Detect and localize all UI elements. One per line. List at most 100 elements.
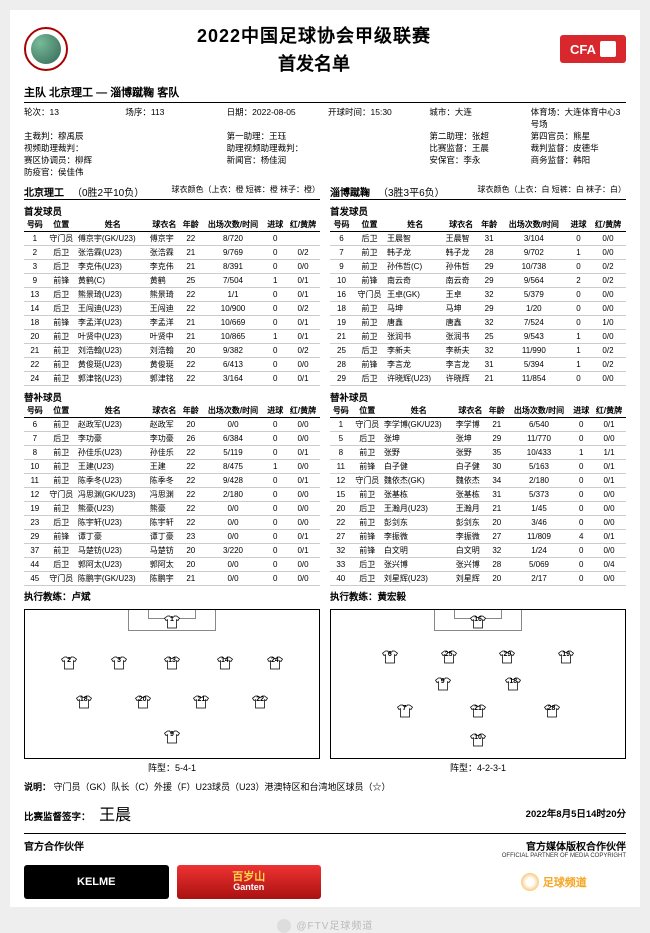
home-formation: 阵型：5-4-1: [24, 761, 320, 774]
player-shirt: 21: [192, 694, 210, 710]
away-subs: 替补球员 号码位置姓名球衣名年龄出场次数/时间进球红/黄牌1守门员李学博(GK/…: [330, 386, 626, 586]
col-header: 进球: [567, 218, 590, 232]
col-header: 位置: [46, 218, 77, 232]
away-label: 客队: [157, 87, 179, 99]
col-header: 进球: [264, 218, 286, 232]
player-row: 21前卫刘浩翰(U23)刘浩翰209/38200/2: [24, 344, 320, 358]
player-row: 15前卫张基栋张基栋315/37300/0: [330, 488, 626, 502]
info-cell: 赛区协调员：柳辉: [24, 154, 119, 166]
info-cell: 开球时间：15:30: [328, 106, 423, 130]
player-shirt: 14: [216, 655, 234, 671]
info-cell: [125, 166, 220, 178]
player-row: 9前卫孙伟哲(C)孙伟哲2910/73800/2: [330, 260, 626, 274]
player-row: 13后卫熊景琦(U23)熊景琦221/100/1: [24, 288, 320, 302]
player-row: 9前锋黄鹤(C)黄鹤257/50410/1: [24, 274, 320, 288]
away-subs-table: 号码位置姓名球衣名年龄出场次数/时间进球红/黄牌1守门员李学博(GK/U23)李…: [330, 404, 626, 586]
player-shirt: 9: [163, 729, 181, 745]
col-header: 号码: [330, 404, 352, 418]
info-cell: 商务监督：韩阳: [531, 154, 626, 166]
coach-lbl: 执行教练：: [24, 592, 72, 603]
away-pitch: 1662529199187212810: [330, 609, 626, 759]
player-row: 11前卫陈季冬(U23)陈季冬229/42800/1: [24, 474, 320, 488]
subs-label: 替补球员: [24, 390, 320, 404]
sign-lbl: 比赛监督签字：: [24, 812, 91, 823]
partner-right: 官方媒体版权合作伙伴: [502, 838, 626, 853]
subtitle: 首发名单: [68, 50, 560, 76]
info-cell: 场序：113: [125, 106, 220, 130]
player-shirt: 22: [251, 694, 269, 710]
away-coach: 执行教练：黄宏毅: [330, 589, 626, 603]
player-row: 19前卫熊豪(U23)熊豪220/000/0: [24, 502, 320, 516]
player-shirt: 10: [469, 732, 487, 748]
coach-lbl: 执行教练：: [330, 592, 378, 603]
player-row: 20前卫叶贤中(U23)叶贤中2110/86510/1: [24, 330, 320, 344]
col-header: 球衣名: [445, 218, 478, 232]
home-subs: 替补球员 号码位置姓名球衣名年龄出场次数/时间进球红/黄牌6前卫赵政军(U23)…: [24, 386, 320, 586]
legend: 说明： 守门员（GK）队长（C）外援（F）U23球员（U23）港澳特区和台湾地区…: [24, 780, 626, 793]
info-cell: 安保官：李永: [429, 154, 524, 166]
subs-row: 替补球员 号码位置姓名球衣名年龄出场次数/时间进球红/黄牌6前卫赵政军(U23)…: [24, 386, 626, 586]
legend-text: 守门员（GK）队长（C）外援（F）U23球员（U23）港澳特区和台湾地区球员（☆…: [54, 782, 391, 792]
cfa-crest-icon: [24, 27, 68, 71]
home-coach: 执行教练：卢斌: [24, 589, 320, 603]
player-row: 3后卫李克伟(U23)李克伟218/39100/0: [24, 260, 320, 274]
player-row: 12守门员魏依杰(GK)魏依杰342/18000/1: [330, 474, 626, 488]
title-block: 2022中国足球协会甲级联赛 首发名单: [68, 22, 560, 76]
partners-header: 官方合作伙伴 官方媒体版权合作伙伴 OFFICIAL PARTNER OF ME…: [24, 833, 626, 859]
player-row: 6后卫王晨智王晨智313/10400/0: [330, 232, 626, 246]
sponsor-kelme-text: KELME: [77, 876, 116, 888]
info-cell: 轮次：13: [24, 106, 119, 130]
info-cell: [328, 142, 423, 154]
info-cell: 体育场：大连体育中心3号场: [531, 106, 626, 130]
col-header: 球衣名: [149, 218, 180, 232]
home-subs-table: 号码位置姓名球衣名年龄出场次数/时间进球红/黄牌6前卫赵政军(U23)赵政军20…: [24, 404, 320, 586]
player-shirt: 9: [434, 676, 452, 692]
col-header: 位置: [352, 404, 383, 418]
home-name: 北京理工: [24, 184, 64, 199]
home-pitch-wrap: 123131424182021229 阵型：5-4-1: [24, 609, 320, 774]
info-cell: [328, 154, 423, 166]
info-cell: 城市：大连: [429, 106, 524, 130]
player-row: 8前卫孙佳乐(U23)孙佳乐225/11900/1: [24, 446, 320, 460]
away-starters: 首发球员 号码位置姓名球衣名年龄出场次数/时间进球红/黄牌6后卫王晨智王晨智31…: [330, 200, 626, 386]
sponsor-kelme: KELME: [24, 865, 169, 899]
col-header: 号码: [24, 404, 46, 418]
col-header: 年龄: [478, 218, 501, 232]
home-record: （0胜2平10负）: [72, 184, 144, 199]
col-header: 姓名: [77, 218, 149, 232]
coach-name: 黄宏毅: [378, 592, 407, 603]
player-row: 28前锋李言龙李言龙315/39410/2: [330, 358, 626, 372]
info-cell: 助理视频助理裁判：: [227, 142, 322, 154]
team-headers: 北京理工 （0胜2平10负） 球衣颜色（上衣：橙 短裤：橙 袜子：橙） 淄博蹴鞠…: [24, 184, 626, 200]
col-header: 年龄: [180, 218, 202, 232]
player-row: 16守门员王卓(GK)王卓325/37900/0: [330, 288, 626, 302]
home-pitch: 123131424182021229: [24, 609, 320, 759]
player-row: 11前锋白子健白子健305/16300/1: [330, 460, 626, 474]
partner-right-block: 官方媒体版权合作伙伴 OFFICIAL PARTNER OF MEDIA COP…: [502, 838, 626, 859]
coach-row: 执行教练：卢斌 执行教练：黄宏毅: [24, 586, 626, 603]
teams-line: 主队 北京理工 — 淄博蹴鞠 客队: [24, 84, 626, 103]
col-header: 红/黄牌: [590, 218, 626, 232]
player-row: 12守门员冯思渊(GK/U23)冯思渊222/18000/0: [24, 488, 320, 502]
player-row: 1守门员李学博(GK/U23)李学博216/54000/1: [330, 418, 626, 432]
info-cell: 裁判监督：皮德华: [531, 142, 626, 154]
info-cell: 第一助理：王珏: [227, 130, 322, 142]
col-header: 位置: [353, 218, 386, 232]
info-cell: 第二助理：张超: [429, 130, 524, 142]
match-sheet: 2022中国足球协会甲级联赛 首发名单 CFA 主队 北京理工 — 淄博蹴鞠 客…: [10, 10, 640, 907]
player-row: 44后卫郭阿太(U23)郭阿太200/000/0: [24, 558, 320, 572]
info-cell: 新闻官：杨佳润: [227, 154, 322, 166]
player-row: 14后卫王闯迪(U23)王闯迪2210/90000/2: [24, 302, 320, 316]
info-cell: [531, 166, 626, 178]
col-header: 姓名: [77, 404, 149, 418]
col-header: 红/黄牌: [592, 404, 626, 418]
player-row: 19前卫唐鑫唐鑫327/52401/0: [330, 316, 626, 330]
sponsor-ganten-en: Ganten: [233, 883, 264, 892]
col-header: 进球: [570, 404, 592, 418]
ball-icon: [600, 41, 616, 57]
col-header: 出场次数/时间: [202, 218, 265, 232]
away-record: （3胜3平6负）: [378, 184, 445, 199]
info-cell: [125, 142, 220, 154]
home-team: 北京理工: [49, 87, 93, 99]
player-row: 10前卫王建(U23)王建228/47510/0: [24, 460, 320, 474]
